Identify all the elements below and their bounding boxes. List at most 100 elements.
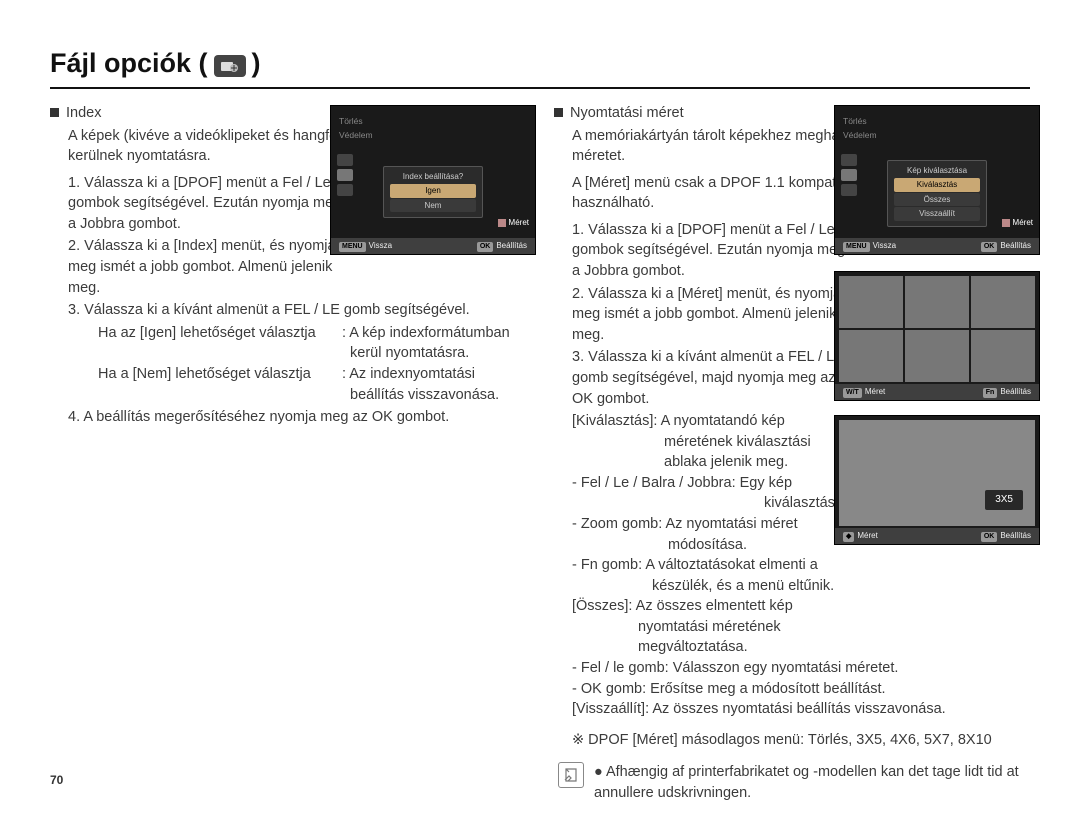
left-step-1: 1. Válassza ki a [DPOF] menüt a Fel / Le…: [68, 173, 348, 235]
right-steps-wide: - Fel / le gomb: Válasszon egy nyomtatás…: [572, 658, 1030, 720]
left-step-3: 3. Válassza ki a kívánt almenüt a FEL / …: [68, 300, 526, 321]
right-ossz-l3: megváltoztatása.: [638, 637, 854, 658]
right-step-1: 1. Válassza ki a [DPOF] menüt a Fel / Le…: [572, 220, 854, 282]
ss-footer-left: W/TMéret: [843, 386, 885, 398]
ss-footer-right: OKBeállítás: [981, 240, 1031, 252]
menu-pill: MENU: [843, 242, 870, 252]
left-screenshot: Törlés Védelem Index beállítása? Igen Ne…: [330, 105, 536, 255]
right-ok: - OK gomb: Erősítse meg a módosított beá…: [572, 679, 1030, 700]
note-icon: [558, 762, 584, 788]
left-step-3-block: 3. Válassza ki a kívánt almenüt a FEL / …: [68, 300, 526, 427]
ss-side-icons: [337, 154, 353, 196]
right-steps: 1. Válassza ki a [DPOF] menüt a Fel / Le…: [572, 220, 854, 658]
ss-menu-item: Védelem: [339, 128, 527, 142]
title-divider: [50, 87, 1030, 89]
thumbnail[interactable]: [905, 276, 969, 328]
nav-pill: ◆: [843, 532, 854, 542]
file-options-icon: [214, 55, 246, 77]
square-bullet-icon: [554, 108, 563, 117]
ok-pill: OK: [981, 532, 998, 542]
right-kiv: [Kiválasztás]: A nyomtatandó kép: [572, 411, 854, 432]
ss-footer-right: FnBeállítás: [983, 386, 1031, 398]
left-step-3a: Ha az [Igen] lehetőséget választja : A k…: [98, 323, 526, 344]
right-step-3: 3. Válassza ki a kívánt almenüt a FEL / …: [572, 347, 854, 409]
ss-icon: [841, 169, 857, 181]
title-prefix: Fájl opciók (: [50, 48, 208, 79]
ss-menu-item: Törlés: [843, 114, 1031, 128]
ss-option-yes[interactable]: Igen: [390, 184, 476, 197]
thumbnail[interactable]: [971, 330, 1035, 382]
left-steps: 1. Válassza ki a [DPOF] menüt a Fel / Le…: [68, 173, 348, 298]
thumbnail-grid: [839, 276, 1035, 382]
right-zoom-l2: módosítása.: [668, 535, 854, 556]
ss-option-no[interactable]: Nem: [390, 199, 476, 212]
square-bullet-icon: [50, 108, 59, 117]
ok-pill: OK: [477, 242, 494, 252]
thumbnail[interactable]: [839, 330, 903, 382]
left-3a-val: : A kép indexformátumban: [342, 323, 510, 344]
ss-footer-right: OKBeállítás: [981, 530, 1031, 542]
right-ossz: [Összes]: Az összes elmentett kép: [572, 596, 854, 617]
right-kiv-l2: méretének kiválasztási: [664, 432, 854, 453]
right-zoom: - Zoom gomb: Az nyomtatási méret: [572, 514, 854, 535]
thumbnail[interactable]: [971, 276, 1035, 328]
ss-footer-left: ◆Méret: [843, 530, 878, 542]
ss-footer-left: MENUVissza: [339, 240, 392, 252]
right-fn: - Fn gomb: A változtatásokat elmenti a: [572, 555, 854, 576]
right-footnote: ※ DPOF [Méret] másodlagos menü: Törlés, …: [572, 730, 1030, 751]
title-suffix: ): [252, 48, 261, 79]
ss-footer-right: OKBeállítás: [477, 240, 527, 252]
note-text: ● Afhængig af printerfabrikatet og -mode…: [594, 762, 1030, 803]
right-fel: - Fel / Le / Balra / Jobbra: Egy kép: [572, 473, 854, 494]
ss-footer: W/TMéret FnBeállítás: [835, 384, 1039, 400]
wt-pill: W/T: [843, 388, 862, 398]
right-screenshot-1: Törlés Védelem Kép kiválasztása Kiválasz…: [834, 105, 1040, 255]
ss-option[interactable]: Kiválasztás: [894, 178, 980, 191]
left-step-2: 2. Válassza ki a [Index] menüt, és nyomj…: [68, 236, 348, 298]
size-overlay: 3X5: [985, 490, 1023, 510]
ss-footer: MENUVissza OKBeállítás: [331, 238, 535, 254]
ss-popup-title: Index beállítása?: [390, 171, 476, 182]
right-screenshot-3: 3X5 ◆Méret OKBeállítás: [834, 415, 1040, 545]
ss-icon: [841, 184, 857, 196]
right-column: Nyomtatási méret A memóriakártyán tárolt…: [554, 103, 1030, 804]
left-heading: Index: [66, 103, 101, 124]
left-step-4: 4. A beállítás megerősítéséhez nyomja me…: [68, 407, 526, 428]
ss-menu-list: Törlés Védelem: [843, 114, 1031, 142]
content-columns: Index A képek (kivéve a videóklipeket és…: [50, 103, 1030, 804]
left-3b-val: : Az indexnyomtatási: [342, 364, 475, 385]
right-screenshot-2: W/TMéret FnBeállítás: [834, 271, 1040, 401]
ss-footer: MENUVissza OKBeállítás: [835, 238, 1039, 254]
ss-inner: Törlés Védelem Kép kiválasztása Kiválasz…: [835, 106, 1039, 233]
left-3a-key: Ha az [Igen] lehetőséget választja: [98, 323, 336, 344]
ss-icon: [841, 154, 857, 166]
check-icon: [498, 219, 506, 227]
ss-icon: [337, 184, 353, 196]
ss-option[interactable]: Összes: [894, 193, 980, 206]
ss-menu-item: Törlés: [339, 114, 527, 128]
ss-popup-title: Kép kiválasztása: [894, 165, 980, 176]
left-step-3b: Ha a [Nem] lehetőséget választja : Az in…: [98, 364, 526, 385]
ss-popup: Kép kiválasztása Kiválasztás Összes Viss…: [887, 160, 987, 226]
ok-pill: OK: [981, 242, 998, 252]
ss-option[interactable]: Visszaállít: [894, 207, 980, 220]
right-fn-l2: készülék, és a menü eltűnik.: [652, 576, 854, 597]
left-3b-val2: beállítás visszavonása.: [350, 385, 526, 406]
ss-menu-list: Törlés Védelem: [339, 114, 527, 142]
right-ossz-l2: nyomtatási méretének: [638, 617, 854, 638]
ss-icon: [337, 154, 353, 166]
photo-preview: [839, 420, 1035, 526]
ss-icon: [337, 169, 353, 181]
fn-pill: Fn: [983, 388, 998, 398]
check-icon: [1002, 219, 1010, 227]
note-row: ● Afhængig af printerfabrikatet og -mode…: [558, 762, 1030, 803]
ss-menu-item: Védelem: [843, 128, 1031, 142]
right-vissza: [Visszaállít]: Az összes nyomtatási beál…: [572, 699, 1030, 720]
menu-pill: MENU: [339, 242, 366, 252]
ss-tag: Méret: [1002, 217, 1033, 228]
thumbnail[interactable]: [905, 330, 969, 382]
ss-tag: Méret: [498, 217, 529, 228]
ss-inner: Törlés Védelem Index beállítása? Igen Ne…: [331, 106, 535, 224]
thumbnail[interactable]: [839, 276, 903, 328]
right-step-2: 2. Válassza ki a [Méret] menüt, és nyomj…: [572, 284, 854, 346]
